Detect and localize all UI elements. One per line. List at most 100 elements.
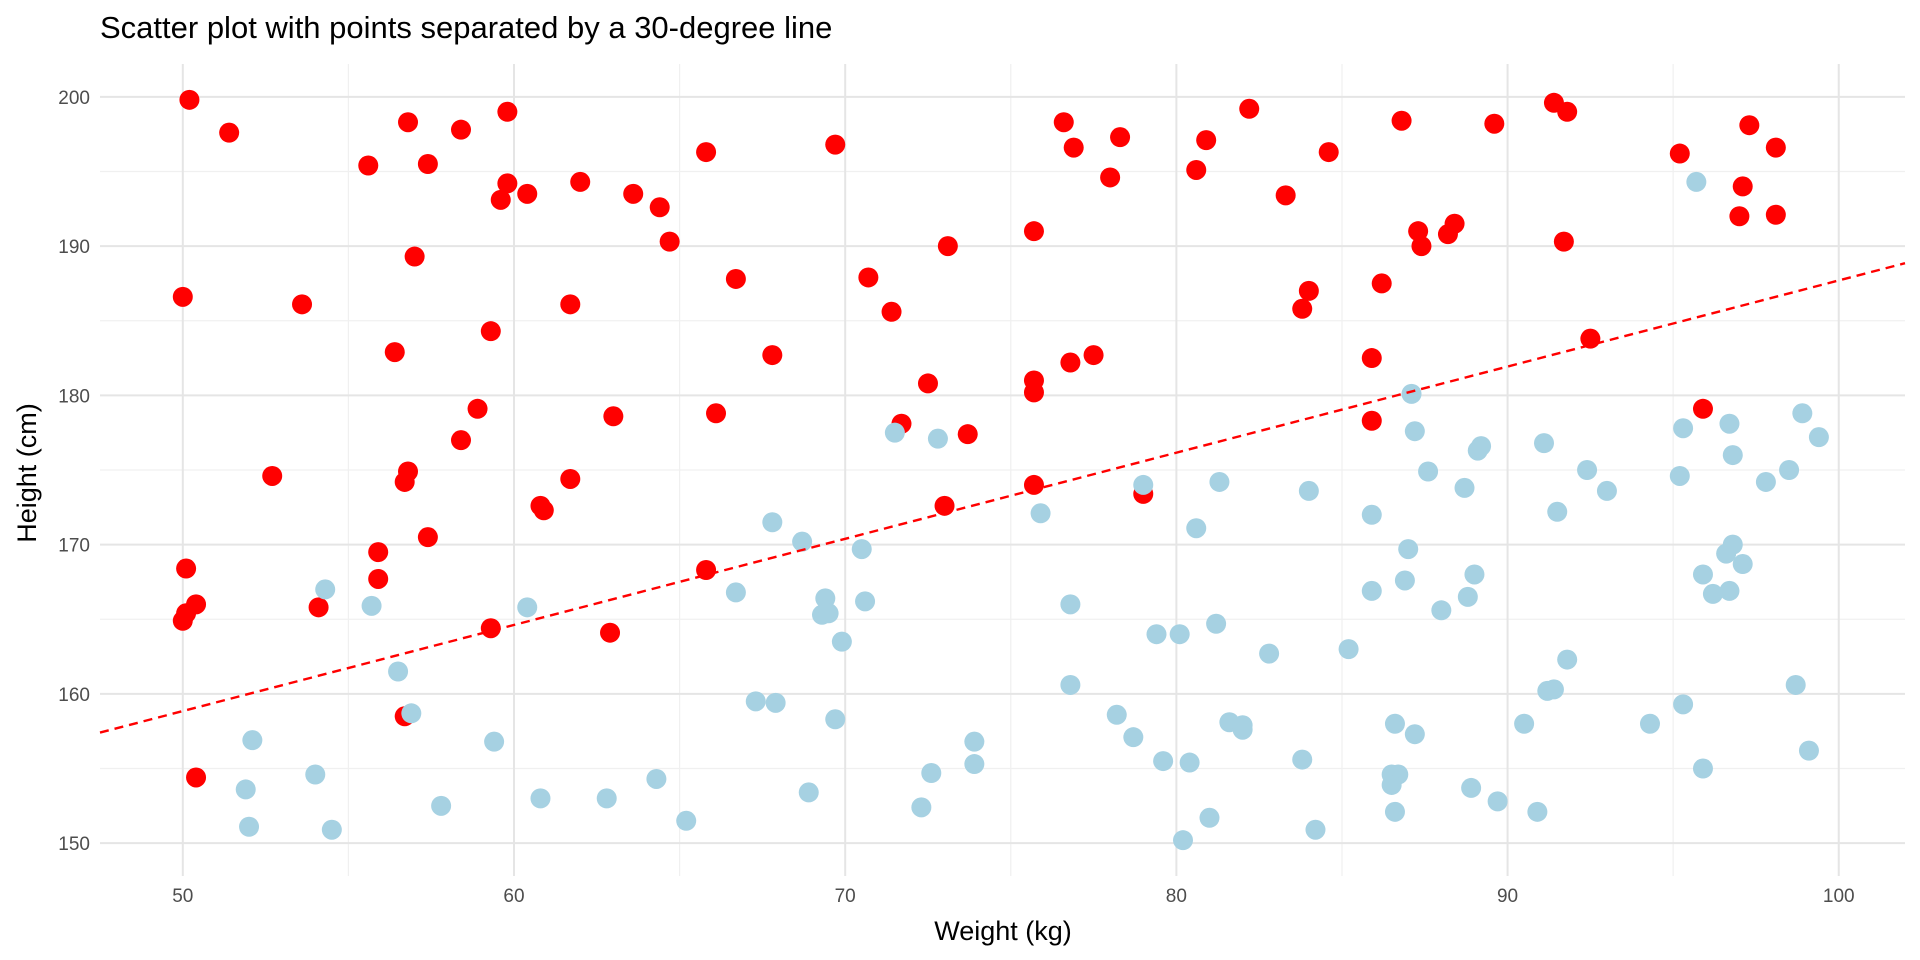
data-point-above-line (186, 594, 207, 615)
data-point-below-line (1534, 433, 1554, 454)
data-point-below-line (388, 661, 409, 682)
data-point-below-line (1461, 777, 1482, 798)
data-point-below-line (1404, 724, 1425, 745)
data-point-above-line (368, 568, 389, 589)
data-point-above-line (1063, 137, 1084, 158)
x-tick-label: 50 (172, 886, 193, 907)
data-point-below-line (1298, 480, 1319, 501)
data-point-below-line (1719, 413, 1740, 434)
data-point-above-line (1023, 221, 1044, 242)
data-point-below-line (1179, 752, 1200, 773)
data-point-above-line (533, 500, 554, 521)
data-point-below-line (1669, 465, 1690, 486)
data-point-below-line (1639, 713, 1660, 734)
data-point-above-line (292, 294, 313, 315)
data-point-below-line (964, 731, 985, 752)
data-point-above-line (1484, 113, 1505, 134)
data-point-below-line (1779, 460, 1800, 480)
data-point-below-line (484, 731, 505, 752)
data-point-below-line (676, 810, 697, 831)
data-point-above-line (480, 321, 501, 342)
data-point-below-line (361, 595, 382, 616)
chart-title: Scatter plot with points separated by a … (100, 10, 832, 45)
data-point-above-line (176, 558, 197, 579)
data-point-below-line (1361, 504, 1382, 525)
data-point-above-line (1083, 345, 1104, 366)
data-point-below-line (1209, 471, 1230, 492)
data-point-above-line (368, 542, 389, 563)
data-point-below-line (1543, 679, 1564, 700)
data-point-below-line (1514, 713, 1535, 734)
data-point-below-line (1798, 740, 1819, 761)
x-axis-title: Weight (kg) (934, 916, 1072, 946)
data-point-below-line (1457, 586, 1478, 607)
data-point-below-line (1259, 643, 1280, 664)
data-point-below-line (517, 597, 538, 618)
data-point-below-line (431, 795, 452, 816)
data-point-below-line (1404, 421, 1425, 442)
data-point-above-line (603, 406, 624, 427)
data-point-above-line (179, 89, 200, 110)
data-point-above-line (1729, 206, 1750, 227)
data-point-above-line (600, 622, 621, 643)
data-point-above-line (937, 236, 958, 257)
y-tick-label: 150 (58, 834, 90, 855)
data-point-below-line (1361, 580, 1382, 601)
data-point-above-line (696, 560, 717, 581)
data-point-below-line (1467, 440, 1488, 461)
x-tick-label: 70 (835, 886, 856, 907)
data-point-above-line (1196, 130, 1217, 151)
data-point-above-line (451, 430, 471, 451)
y-tick-label: 190 (58, 237, 90, 258)
data-point-above-line (172, 610, 193, 631)
data-point-below-line (851, 539, 872, 560)
data-point-below-line (1808, 427, 1829, 448)
y-tick-label: 180 (58, 386, 90, 407)
data-point-above-line (1186, 159, 1207, 180)
data-point-below-line (1060, 594, 1081, 615)
data-point-below-line (1755, 471, 1776, 492)
data-point-below-line (1398, 539, 1419, 560)
data-point-below-line (1030, 503, 1051, 524)
data-point-above-line (1765, 137, 1786, 158)
data-point-below-line (745, 691, 766, 712)
data-point-below-line (1123, 727, 1144, 748)
data-point-below-line (964, 754, 985, 775)
data-point-below-line (1199, 807, 1220, 828)
data-point-above-line (1318, 142, 1339, 163)
data-point-below-line (855, 591, 876, 612)
data-point-below-line (1169, 624, 1190, 645)
data-point-below-line (1186, 518, 1207, 539)
data-point-below-line (1418, 461, 1439, 482)
data-point-below-line (1384, 801, 1405, 822)
data-point-above-line (1669, 143, 1690, 164)
data-point-below-line (1384, 713, 1405, 734)
data-point-below-line (1381, 774, 1402, 795)
data-point-below-line (1133, 474, 1154, 495)
data-point-above-line (1023, 474, 1044, 495)
data-point-below-line (1557, 649, 1578, 670)
axis-ticks: 50 60 70 80 90 100 150 160 170 180 190 200 (58, 88, 1854, 907)
data-point-below-line (798, 782, 819, 803)
data-point-above-line (725, 268, 746, 289)
data-point-below-line (1153, 751, 1174, 772)
x-tick-label: 60 (503, 886, 524, 907)
data-point-above-line (649, 197, 670, 218)
data-point-above-line (497, 173, 518, 194)
data-point-below-line (1431, 600, 1452, 621)
data-point-above-line (659, 231, 680, 252)
data-point-above-line (1411, 236, 1432, 257)
data-point-below-line (1596, 480, 1617, 501)
data-point-above-line (517, 183, 538, 204)
data-point-above-line (490, 189, 511, 210)
data-point-above-line (1298, 280, 1319, 301)
separator-line (99, 262, 1906, 734)
data-point-above-line (1275, 185, 1296, 206)
data-point-above-line (394, 471, 415, 492)
data-point-above-line (1371, 273, 1392, 294)
data-point-above-line (451, 119, 471, 140)
data-point-above-line (1361, 410, 1382, 431)
data-point-above-line (186, 767, 207, 788)
data-point-above-line (560, 468, 581, 489)
